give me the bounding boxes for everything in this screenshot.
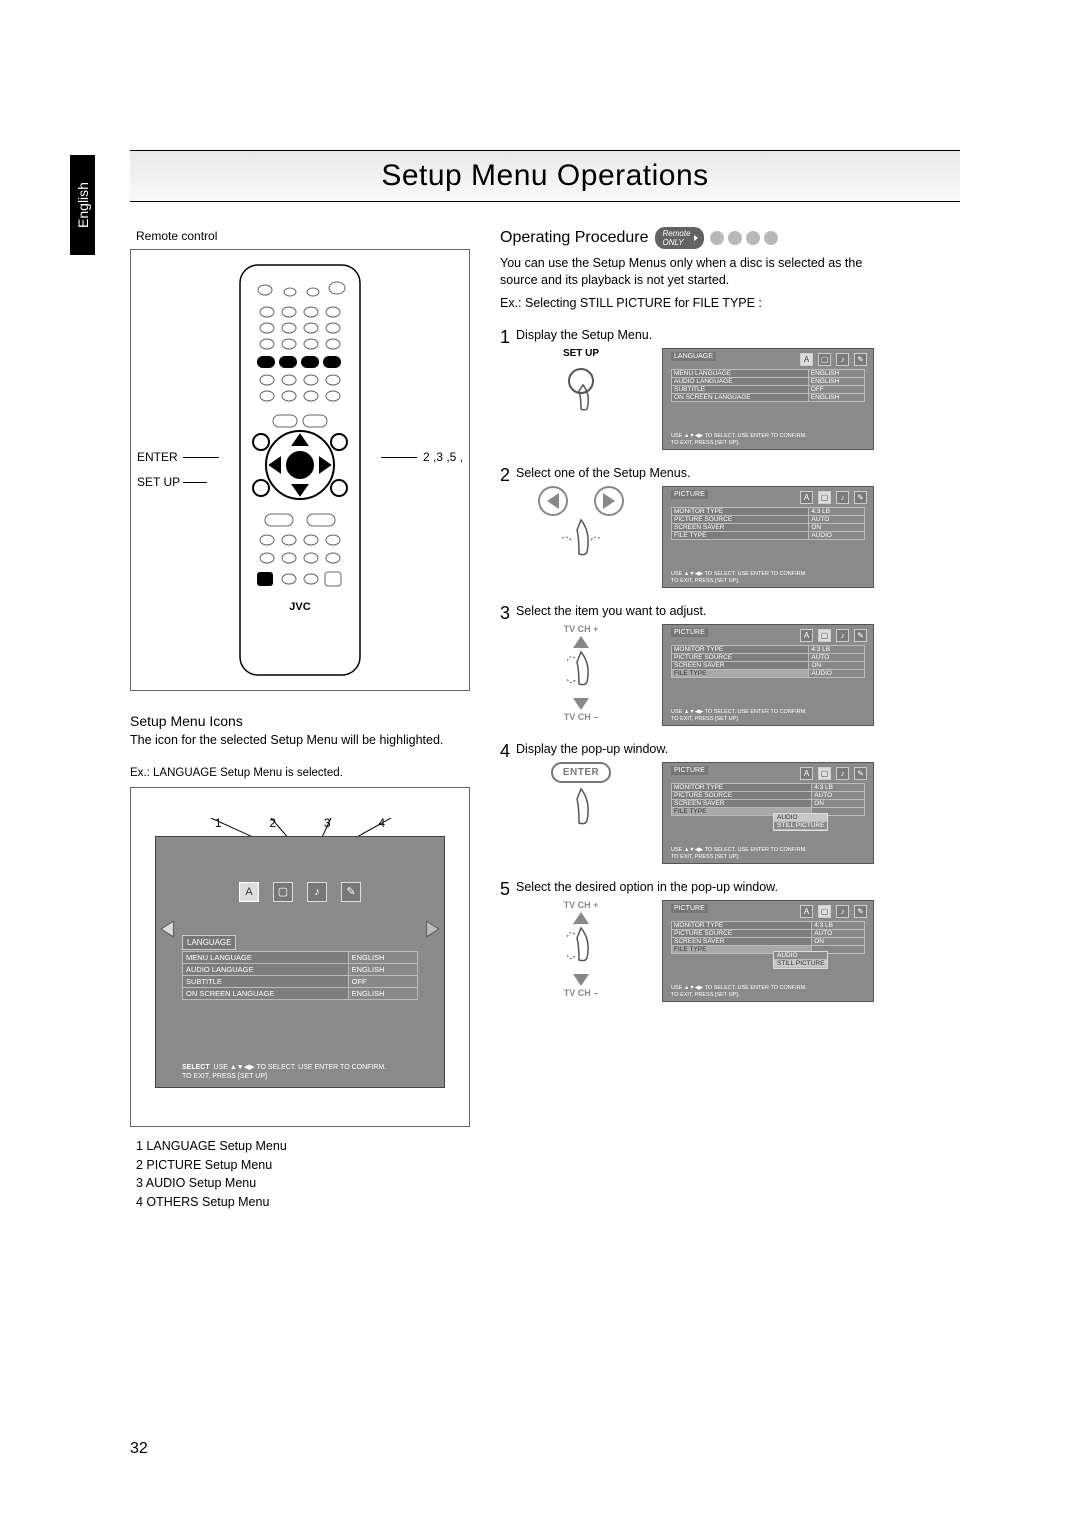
- icon-num-2: 2: [269, 816, 276, 830]
- panel-header: PICTURE: [671, 490, 708, 499]
- panel-header: LANGUAGE: [671, 352, 716, 361]
- setup-label: SET UP: [516, 348, 646, 359]
- step-text: Display the Setup Menu.: [516, 328, 652, 342]
- step-3: 3 Select the item you want to adjust. TV…: [500, 604, 890, 726]
- step-text: Select one of the Setup Menus.: [516, 466, 690, 480]
- panel-footer: USE ▲▼◀▶ TO SELECT. USE ENTER TO CONFIRM…: [671, 985, 869, 998]
- step-number: 2: [500, 466, 510, 484]
- menu-row-value: ENGLISH: [348, 951, 417, 963]
- step-text: Select the item you want to adjust.: [516, 604, 706, 618]
- step-number: 3: [500, 604, 510, 622]
- panel-header: PICTURE: [671, 766, 708, 775]
- disc-dots: [710, 231, 778, 245]
- language-panel-step1: LANGUAGE A▢♪✎ MENU LANGUAGEENGLISH AUDIO…: [662, 348, 874, 450]
- menu-footer: SELECT USE ▲▼◀▶ TO SELECT. USE ENTER TO …: [182, 1063, 434, 1081]
- legend-item: 2 PICTURE Setup Menu: [136, 1156, 470, 1175]
- popup-step5: AUDIO STILL PICTURE: [773, 951, 828, 969]
- panel-header: PICTURE: [671, 904, 708, 913]
- picture-panel-step2: PICTURE A▢♪✎ MONITOR TYPE4:3 LB PICTURE …: [662, 486, 874, 588]
- icon-num-3: 3: [324, 816, 331, 830]
- picture-icon: ▢: [273, 882, 293, 902]
- operating-procedure-heading: Operating Procedure Remote ONLY: [500, 227, 890, 249]
- step-2: 2 Select one of the Setup Menus. PICTU: [500, 466, 890, 588]
- step-4: 4 Display the pop-up window. ENTER PICTU…: [500, 742, 890, 864]
- remote-control-label: Remote control: [136, 229, 470, 243]
- step-5: 5 Select the desired option in the pop-u…: [500, 880, 890, 1002]
- menu-row-label: MENU LANGUAGE: [183, 951, 349, 963]
- callout-setup: SET UP: [137, 475, 180, 489]
- setup-icons-figure: 1 2 3 4 A ▢ ♪ ✎: [130, 787, 470, 1127]
- panel-footer: USE ▲▼◀▶ TO SELECT. USE ENTER TO CONFIRM…: [671, 433, 869, 446]
- remote-only-badge: Remote ONLY: [655, 227, 704, 249]
- step-number: 5: [500, 880, 510, 898]
- step-1: 1 Display the Setup Menu. SET UP LANGUAG…: [500, 328, 890, 450]
- step-text: Display the pop-up window.: [516, 742, 668, 756]
- legend-item: 4 OTHERS Setup Menu: [136, 1193, 470, 1212]
- callout-setup-label: SET UP: [137, 475, 180, 489]
- picture-panel-step4: PICTURE A▢♪✎ MONITOR TYPE4:3 LB PICTURE …: [662, 762, 874, 864]
- callout-steps: 2 ,3 ,5 ,: [423, 450, 463, 464]
- enter-label: ENTER: [551, 762, 611, 783]
- legend-item: 1 LANGUAGE Setup Menu: [136, 1137, 470, 1156]
- page-number: 32: [130, 1440, 148, 1458]
- up-down-illustration: TV CH + TV CH –: [516, 900, 646, 998]
- setup-icons-subtext: The icon for the selected Setup Menu wil…: [130, 732, 470, 749]
- intro-text-1: You can use the Setup Menus only when a …: [500, 255, 890, 289]
- language-menu-panel: A ▢ ♪ ✎ LANGUAGE MENU LANGUAGEENGLISH AU…: [155, 836, 445, 1088]
- language-icon: A: [239, 882, 259, 902]
- left-right-illustration: [516, 486, 646, 568]
- audio-icon: ♪: [307, 882, 327, 902]
- menu-row-label: SUBTITLE: [183, 975, 349, 987]
- panel-footer: USE ▲▼◀▶ TO SELECT. USE ENTER TO CONFIRM…: [671, 571, 869, 584]
- panel-header: PICTURE: [671, 628, 708, 637]
- page-title: Setup Menu Operations: [130, 150, 960, 202]
- menu-row-value: OFF: [348, 975, 417, 987]
- picture-panel-step3: PICTURE A▢♪✎ MONITOR TYPE4:3 LB PICTURE …: [662, 624, 874, 726]
- intro-text-2: Ex.: Selecting STILL PICTURE for FILE TY…: [500, 295, 890, 312]
- manual-page: English Setup Menu Operations Remote con…: [0, 0, 1080, 1528]
- menu-row-value: ENGLISH: [348, 963, 417, 975]
- right-column: Operating Procedure Remote ONLY You can …: [500, 227, 890, 1212]
- example-text: Ex.: LANGUAGE Setup Menu is selected.: [130, 767, 470, 779]
- setup-button-illustration: SET UP: [516, 348, 646, 421]
- callout-enter-label: ENTER: [137, 450, 178, 464]
- setup-icons-heading: Setup Menu Icons: [130, 713, 470, 729]
- callout-enter: ENTER: [137, 450, 178, 464]
- up-down-illustration: TV CH + TV CH –: [516, 624, 646, 722]
- panel-footer: USE ▲▼◀▶ TO SELECT. USE ENTER TO CONFIRM…: [671, 709, 869, 722]
- panel-footer: USE ▲▼◀▶ TO SELECT. USE ENTER TO CONFIRM…: [671, 847, 869, 860]
- language-tab: English: [70, 155, 95, 255]
- menu-header: LANGUAGE: [182, 935, 236, 950]
- remote-illustration: JVC: [215, 260, 385, 680]
- popup-step4: AUDIO STILL PICTURE: [773, 813, 828, 831]
- left-column: Remote control: [130, 227, 470, 1212]
- menu-row-label: ON SCREEN LANGUAGE: [183, 987, 349, 999]
- legend-item: 3 AUDIO Setup Menu: [136, 1174, 470, 1193]
- svg-text:JVC: JVC: [289, 601, 310, 613]
- language-tab-text: English: [75, 182, 91, 228]
- picture-panel-step5: PICTURE A▢♪✎ MONITOR TYPE4:3 LB PICTURE …: [662, 900, 874, 1002]
- enter-button-illustration: ENTER: [516, 762, 646, 837]
- others-icon: ✎: [341, 882, 361, 902]
- legend-list: 1 LANGUAGE Setup Menu 2 PICTURE Setup Me…: [136, 1137, 470, 1212]
- step-text: Select the desired option in the pop-up …: [516, 880, 778, 894]
- callout-steps-label: 2 ,3 ,5 ,: [423, 450, 463, 464]
- menu-row-value: ENGLISH: [348, 987, 417, 999]
- op-heading-text: Operating Procedure: [500, 229, 649, 247]
- remote-control-figure: JVC ENTER SET UP 2 ,3 ,5 ,: [130, 249, 470, 691]
- step-number: 1: [500, 328, 510, 346]
- menu-row-label: AUDIO LANGUAGE: [183, 963, 349, 975]
- icon-num-4: 4: [378, 816, 385, 830]
- icon-num-1: 1: [215, 816, 222, 830]
- step-number: 4: [500, 742, 510, 760]
